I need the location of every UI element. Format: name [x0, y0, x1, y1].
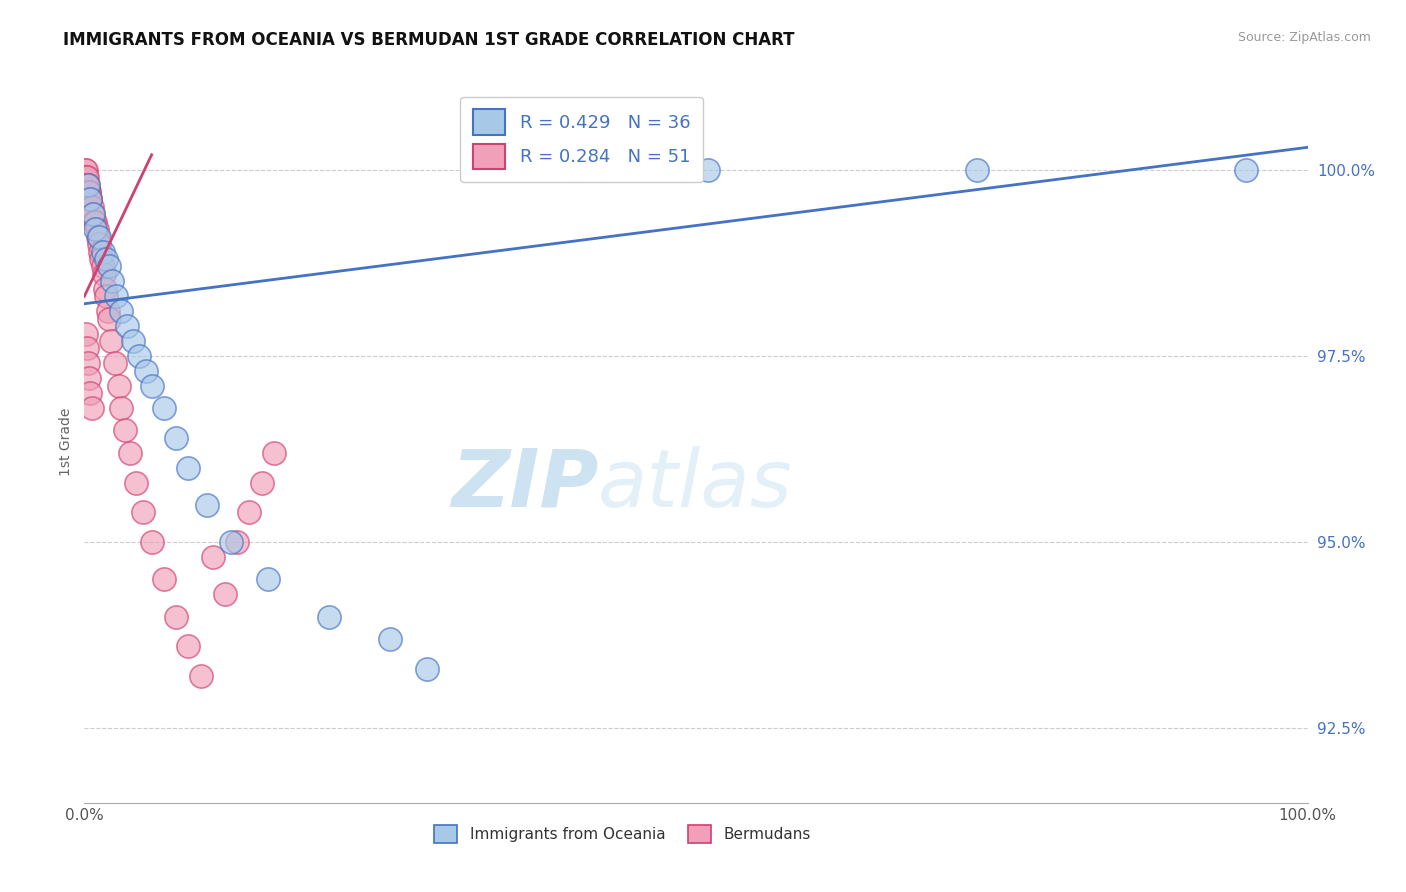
Point	[96, 252, 118, 266]
Point	[75, 162, 97, 177]
Point	[110, 401, 132, 415]
Point	[77, 178, 100, 192]
Point	[416, 662, 439, 676]
Point	[91, 260, 114, 274]
Point	[141, 378, 163, 392]
Text: IMMIGRANTS FROM OCEANIA VS BERMUDAN 1ST GRADE CORRELATION CHART: IMMIGRANTS FROM OCEANIA VS BERMUDAN 1ST …	[63, 31, 794, 49]
Point	[118, 446, 141, 460]
Point	[89, 244, 111, 259]
Point	[82, 207, 104, 221]
Point	[257, 572, 280, 586]
Point	[697, 162, 720, 177]
Point	[79, 193, 101, 207]
Point	[73, 162, 96, 177]
Point	[77, 178, 100, 192]
Y-axis label: 1st Grade: 1st Grade	[59, 408, 73, 475]
Point	[87, 237, 110, 252]
Point	[226, 535, 249, 549]
Text: atlas: atlas	[598, 446, 793, 524]
Point	[101, 274, 124, 288]
Point	[76, 342, 98, 356]
Point	[77, 185, 100, 199]
Point	[128, 349, 150, 363]
Point	[135, 364, 157, 378]
Point	[318, 609, 340, 624]
Point	[114, 423, 136, 437]
Point	[165, 431, 187, 445]
Point	[238, 505, 260, 519]
Point	[75, 170, 97, 185]
Point	[79, 193, 101, 207]
Point	[93, 267, 115, 281]
Point	[132, 505, 155, 519]
Point	[83, 215, 105, 229]
Point	[82, 207, 104, 221]
Legend: Immigrants from Oceania, Bermudans: Immigrants from Oceania, Bermudans	[429, 819, 817, 849]
Point	[263, 446, 285, 460]
Point	[250, 475, 273, 490]
Point	[75, 326, 97, 341]
Text: Source: ZipAtlas.com: Source: ZipAtlas.com	[1237, 31, 1371, 45]
Point	[105, 289, 128, 303]
Point	[87, 229, 110, 244]
Point	[96, 289, 118, 303]
Point	[79, 193, 101, 207]
Point	[966, 162, 988, 177]
Point	[77, 356, 100, 370]
Point	[190, 669, 212, 683]
Point	[107, 378, 129, 392]
Point	[165, 609, 187, 624]
Point	[104, 356, 127, 370]
Point	[153, 401, 176, 415]
Point	[100, 334, 122, 348]
Point	[122, 334, 145, 348]
Point	[125, 475, 148, 490]
Point	[195, 498, 218, 512]
Point	[76, 178, 98, 192]
Point	[80, 401, 103, 415]
Point	[79, 386, 101, 401]
Point	[97, 260, 120, 274]
Point	[84, 222, 107, 236]
Point	[80, 200, 103, 214]
Point	[77, 185, 100, 199]
Point	[177, 460, 200, 475]
Point	[115, 319, 138, 334]
Point	[201, 549, 224, 564]
Point	[94, 282, 117, 296]
Point	[214, 587, 236, 601]
Point	[141, 535, 163, 549]
Point	[90, 252, 112, 266]
Point	[76, 170, 98, 185]
Point	[86, 222, 108, 236]
Point	[1236, 162, 1258, 177]
Text: ZIP: ZIP	[451, 446, 598, 524]
Point	[219, 535, 242, 549]
Point	[97, 311, 120, 326]
Point	[380, 632, 402, 646]
Point	[97, 304, 120, 318]
Point	[177, 640, 200, 654]
Point	[110, 304, 132, 318]
Point	[91, 244, 114, 259]
Point	[84, 215, 107, 229]
Point	[77, 371, 100, 385]
Point	[153, 572, 176, 586]
Point	[87, 229, 110, 244]
